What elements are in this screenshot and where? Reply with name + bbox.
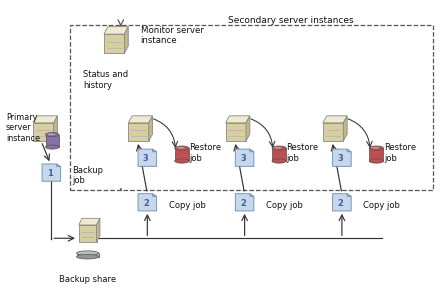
Polygon shape (128, 116, 153, 123)
Text: Monitor server
instance: Monitor server instance (141, 26, 203, 45)
Polygon shape (226, 116, 250, 123)
Text: 3: 3 (240, 154, 246, 163)
Polygon shape (79, 218, 100, 225)
Ellipse shape (369, 159, 384, 163)
Bar (175, 148, 189, 161)
Polygon shape (235, 194, 254, 211)
Text: 3: 3 (338, 154, 343, 163)
Polygon shape (104, 34, 124, 53)
Polygon shape (79, 225, 97, 242)
Ellipse shape (175, 146, 189, 150)
Polygon shape (235, 149, 254, 166)
Polygon shape (138, 194, 157, 211)
Polygon shape (33, 116, 57, 123)
Polygon shape (347, 194, 351, 196)
Polygon shape (153, 194, 157, 196)
Polygon shape (347, 149, 351, 152)
Text: 2: 2 (337, 199, 344, 208)
Ellipse shape (45, 133, 59, 137)
Polygon shape (42, 164, 61, 181)
Bar (77, 253, 99, 257)
Text: Primary
server
instance: Primary server instance (6, 113, 40, 142)
Polygon shape (343, 116, 347, 141)
Polygon shape (104, 27, 128, 34)
Text: Restore
job: Restore job (189, 143, 222, 163)
Ellipse shape (274, 147, 282, 148)
Polygon shape (33, 123, 53, 141)
Polygon shape (246, 116, 250, 141)
Text: Backup share: Backup share (59, 275, 116, 284)
Text: 2: 2 (240, 199, 246, 208)
Text: Restore
job: Restore job (287, 143, 319, 163)
Text: Status and
history: Status and history (83, 70, 128, 90)
Polygon shape (124, 27, 128, 53)
Ellipse shape (48, 134, 55, 135)
Ellipse shape (177, 147, 185, 148)
Polygon shape (97, 218, 100, 242)
Text: 3: 3 (143, 154, 149, 163)
Polygon shape (332, 149, 351, 166)
Polygon shape (250, 149, 254, 152)
Ellipse shape (272, 159, 286, 163)
Polygon shape (226, 123, 246, 141)
Ellipse shape (175, 159, 189, 163)
Text: Backup
job: Backup job (72, 166, 103, 185)
Ellipse shape (372, 147, 379, 148)
Text: Restore
job: Restore job (384, 143, 416, 163)
Ellipse shape (77, 254, 99, 259)
Ellipse shape (45, 145, 59, 149)
Bar (369, 148, 384, 161)
Polygon shape (57, 164, 61, 167)
Ellipse shape (369, 146, 384, 150)
Polygon shape (332, 194, 351, 211)
Polygon shape (53, 116, 57, 141)
Polygon shape (138, 149, 157, 166)
Polygon shape (323, 116, 347, 123)
Ellipse shape (77, 251, 99, 255)
Text: 2: 2 (143, 199, 149, 208)
Text: Secondary server instances: Secondary server instances (228, 16, 354, 25)
Polygon shape (128, 123, 149, 141)
Ellipse shape (272, 146, 286, 150)
Text: Copy job: Copy job (363, 201, 400, 210)
Polygon shape (149, 116, 153, 141)
Text: 1: 1 (47, 169, 53, 178)
Polygon shape (153, 149, 157, 152)
Bar (272, 148, 286, 161)
Text: Copy job: Copy job (266, 201, 303, 210)
Text: Copy job: Copy job (169, 201, 206, 210)
Bar (45, 135, 59, 147)
Polygon shape (250, 194, 254, 196)
Polygon shape (323, 123, 343, 141)
